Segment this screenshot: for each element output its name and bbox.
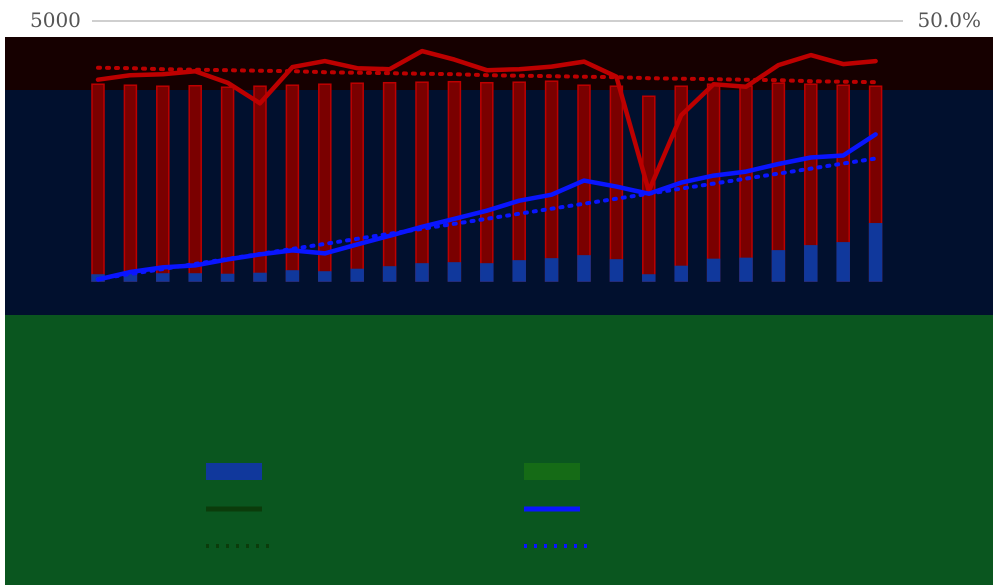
legend-area-background: [5, 315, 993, 585]
bar-s1-2: [123, 84, 138, 282]
legend-swatch-1: [206, 463, 262, 480]
line-series-2: [95, 132, 878, 282]
bar-s2-19: [674, 265, 688, 282]
bar-s2-15: [544, 258, 559, 282]
bar-s2-9: [350, 268, 364, 282]
bar-s1-15: [544, 80, 559, 282]
bar-s1-21: [739, 85, 753, 282]
bar-s2-18: [642, 274, 656, 282]
right-axis-top-label: 50.0%: [917, 8, 981, 32]
bar-s2-2: [123, 273, 138, 282]
bar-s1-14: [512, 81, 526, 282]
bar-s2-11: [415, 263, 429, 282]
bar-s2-4: [188, 273, 202, 282]
bar-s2-10: [382, 266, 397, 282]
bar-s1-5: [220, 86, 235, 282]
bar-s1-9: [350, 82, 364, 282]
bar-s2-14: [512, 260, 526, 282]
trend-series-1: [96, 65, 878, 85]
top-gridline: [92, 20, 903, 22]
lines-layer: [95, 48, 878, 282]
bar-s2-16: [577, 255, 591, 282]
bar-s1-10: [382, 81, 397, 282]
trend-series-2: [96, 156, 878, 281]
legend: [206, 463, 592, 548]
bar-s2-22: [771, 250, 786, 282]
left-axis-top-label: 5000: [30, 8, 81, 32]
bar-s2-12: [447, 262, 462, 282]
bar-s1-12: [447, 80, 462, 282]
bar-s2-20: [706, 258, 721, 282]
bar-s2-7: [285, 270, 300, 282]
bar-s2-25: [868, 223, 883, 282]
bar-s2-24: [836, 242, 850, 282]
bars-layer: [91, 80, 883, 282]
bar-s1-13: [480, 81, 494, 282]
bar-s2-6: [253, 272, 267, 282]
line-series-1: [95, 48, 878, 194]
legend-swatch-2: [524, 463, 580, 480]
bar-s2-5: [220, 273, 235, 282]
bar-s1-11: [415, 81, 429, 282]
bar-s1-3: [156, 85, 170, 282]
bar-s2-23: [804, 245, 818, 282]
bar-s1-1: [91, 83, 105, 282]
bar-s2-3: [156, 273, 170, 282]
bar-s2-8: [318, 271, 332, 282]
bar-s2-21: [739, 257, 753, 282]
bar-s1-4: [188, 84, 202, 282]
bar-s2-13: [480, 263, 494, 282]
bar-s2-17: [609, 259, 624, 282]
